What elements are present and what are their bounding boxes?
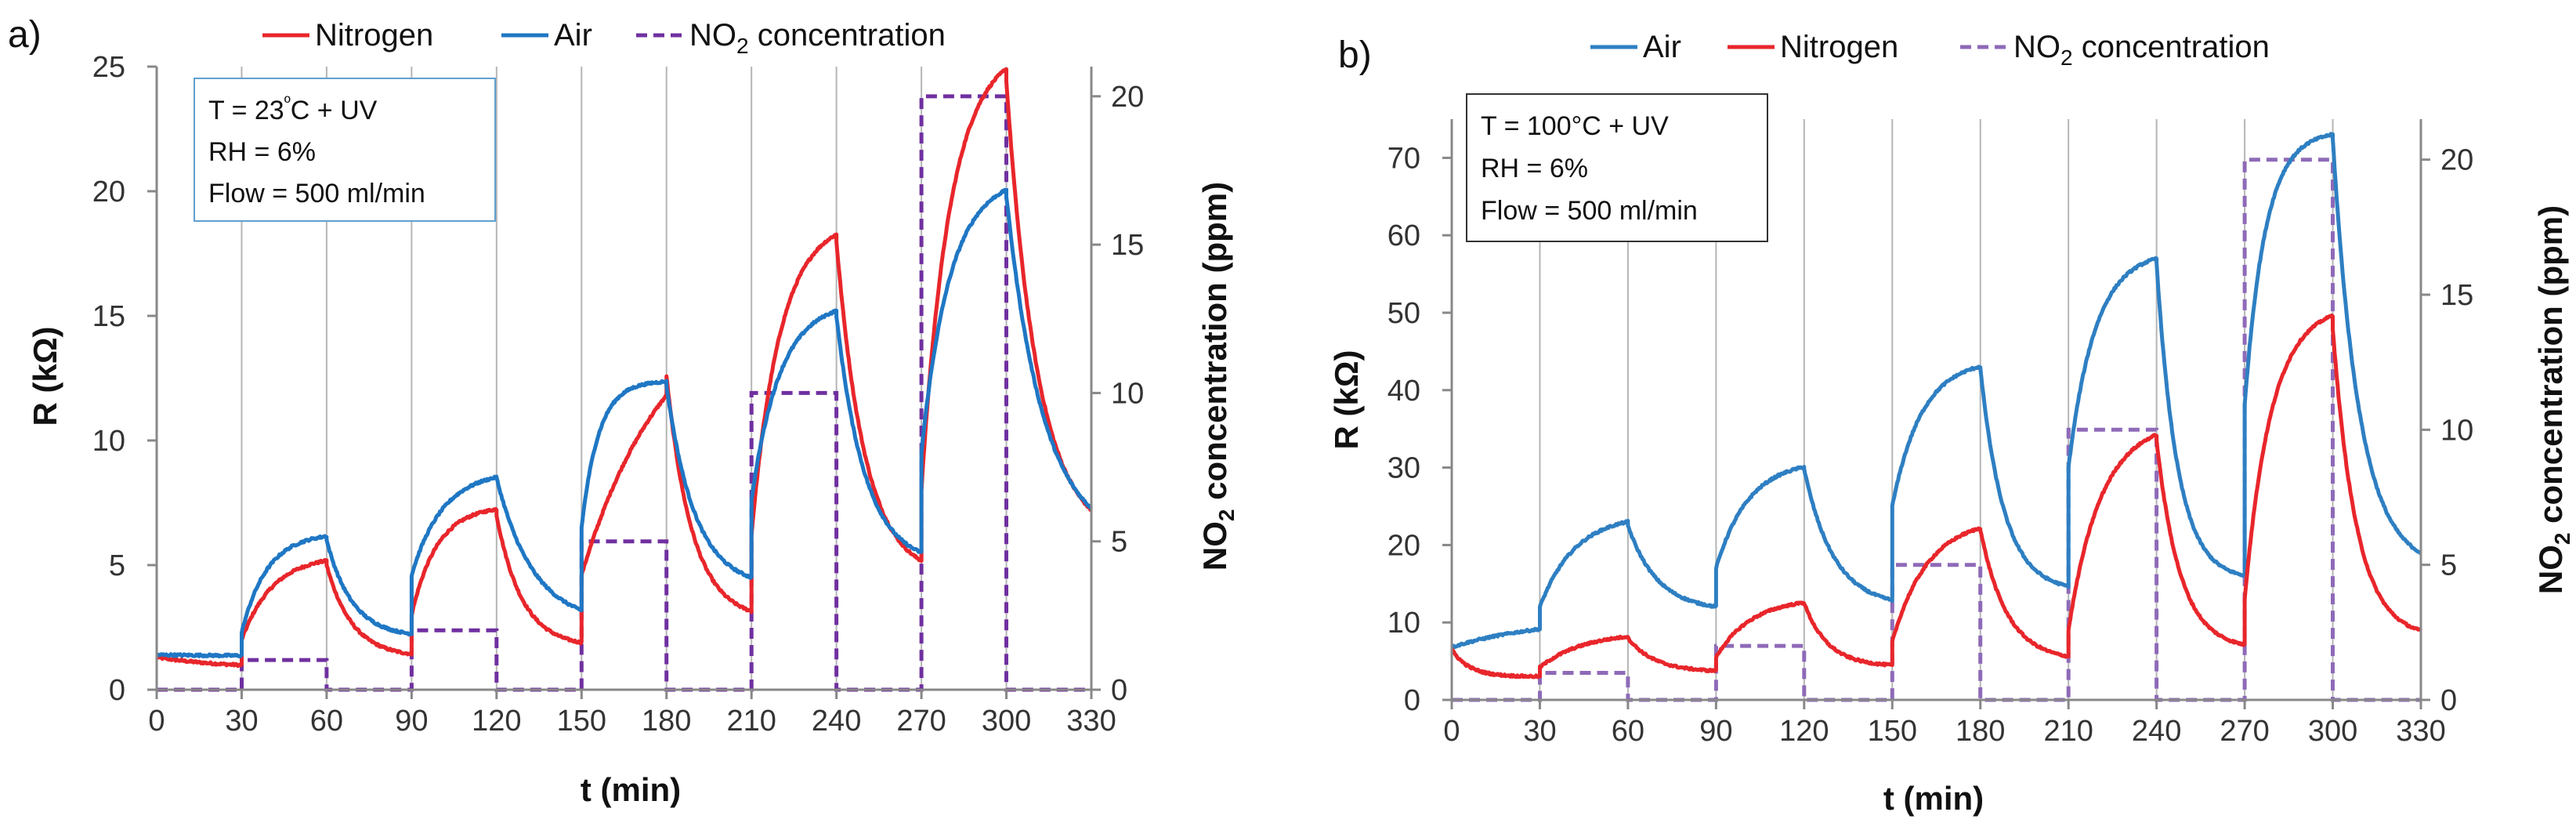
series-line-no2	[157, 94, 1091, 692]
y-tick-label: 20	[92, 176, 125, 208]
y2-tick-label: 15	[2440, 279, 2473, 312]
y2-tick-label: 10	[1111, 377, 1144, 410]
y2-tick-label: 15	[1111, 229, 1144, 262]
annotation-temp-b: T = 100°C + UV	[1481, 111, 1669, 141]
x-axis-title-b: t (min)	[1883, 780, 1984, 817]
axes-a	[155, 67, 1093, 691]
x-tick-label: 0	[1443, 715, 1460, 748]
y-tick-label: 60	[1387, 219, 1420, 252]
axes-b	[1450, 119, 2422, 701]
x-tick-label: 270	[896, 705, 946, 738]
x-tick-label: 60	[310, 705, 343, 738]
annotation-flow-b: Flow = 500 ml/min	[1481, 196, 1698, 226]
x-axis-title-a: t (min)	[581, 771, 681, 808]
y-ticks-a: 0 5 10 15 20 25	[92, 51, 157, 707]
x-tick-label: 240	[2132, 715, 2181, 748]
x-tick-label: 300	[2308, 715, 2357, 748]
series-b	[1450, 132, 2422, 680]
legend-label-nitrogen-a: Nitrogen	[315, 18, 433, 53]
x-tick-label: 330	[2396, 715, 2445, 748]
y2-ticks-b: 0 5 10 15 20	[2421, 144, 2473, 717]
x-ticks-b: 0 30 60 90 120 150 180 210 240 270 300 330	[1443, 700, 2446, 748]
annotation-flow-a: Flow = 500 ml/min	[208, 179, 425, 208]
x-tick-label: 30	[225, 705, 258, 738]
no2-steps-a	[157, 94, 1091, 692]
series-line-nitrogen	[155, 67, 1093, 669]
annotation-rh-b: RH = 6%	[1481, 154, 1588, 183]
y-tick-label: 5	[109, 549, 125, 582]
x-tick-label: 90	[395, 705, 428, 738]
x-tick-label: 270	[2220, 715, 2269, 748]
annotation-temp-a: T = 23ºC + UV	[208, 92, 378, 125]
series-line-air	[155, 187, 1094, 658]
y-tick-label: 50	[1387, 297, 1420, 330]
legend-label-air-a: Air	[554, 18, 592, 53]
y-tick-label: 30	[1387, 452, 1420, 485]
legend-label-no2-a: NO2 concentration	[689, 18, 946, 58]
x-tick-label: 120	[1779, 715, 1829, 748]
x-tick-label: 150	[1868, 715, 1917, 748]
y-tick-label: 0	[1404, 684, 1420, 717]
x-tick-label: 30	[1523, 715, 1556, 748]
annotation-rh-a: RH = 6%	[208, 137, 316, 167]
legend-a: Nitrogen Air NO2 concentration	[262, 18, 946, 58]
y2-tick-label: 0	[2440, 684, 2457, 717]
panel-a: a) 0 30 60 90 120 150 180 210 240 270 300 330 05101…	[8, 14, 1239, 808]
x-tick-label: 0	[148, 705, 165, 738]
legend-label-no2-b: NO2 concentration	[2013, 30, 2270, 70]
y-tick-label: 70	[1387, 142, 1420, 175]
x-tick-label: 60	[1612, 715, 1644, 748]
y2-tick-label: 0	[1111, 674, 1127, 707]
x-tick-label: 90	[1699, 715, 1732, 748]
y-axis-title-a: R (kΩ)	[27, 326, 63, 426]
y2-ticks-a: 0 5 10 15 20	[1091, 81, 1144, 707]
y-tick-label: 15	[92, 300, 125, 333]
y2-tick-label: 5	[2440, 549, 2457, 582]
x-tick-label: 300	[982, 705, 1031, 738]
series-line-nitrogen	[1450, 313, 2422, 680]
panel-b: b) 0 30 60 90 120 150 180 210 240 270 300 330 01020…	[1328, 30, 2574, 817]
y-tick-label: 20	[1387, 529, 1420, 562]
y-tick-label: 10	[92, 425, 125, 458]
annotation-box-a: T = 23ºC + UV RH = 6% Flow = 500 ml/min	[194, 78, 496, 222]
panel-label-b: b)	[1338, 34, 1372, 76]
y2-axis-title-b: NO2 concentration (ppm)	[2532, 205, 2574, 594]
x-tick-label: 180	[1956, 715, 2005, 748]
legend-b: Air Nitrogen NO2 concentration	[1590, 30, 2270, 70]
x-tick-label: 180	[642, 705, 691, 738]
legend-label-nitrogen-b: Nitrogen	[1780, 30, 1898, 64]
y-tick-label: 25	[92, 51, 125, 84]
x-ticks-a: 0 30 60 90 120 150 180 210 240 270 300 330	[148, 690, 1116, 738]
y2-axis-title-a: NO2 concentration (ppm)	[1196, 182, 1239, 571]
legend-label-air-b: Air	[1643, 30, 1681, 64]
y-axis-title-b: R (kΩ)	[1328, 350, 1365, 449]
series-a	[155, 67, 1094, 669]
annotation-box-b: T = 100°C + UV RH = 6% Flow = 500 ml/min	[1466, 93, 1768, 242]
y-ticks-b: 0 10 20 30 40 50 60 70	[1387, 142, 1452, 717]
x-tick-label: 210	[726, 705, 776, 738]
x-tick-label: 120	[472, 705, 521, 738]
x-tick-label: 240	[812, 705, 861, 738]
y2-tick-label: 10	[2440, 414, 2473, 447]
panel-label-a: a)	[8, 14, 42, 56]
y-tick-label: 10	[1387, 607, 1420, 640]
y2-tick-label: 5	[1111, 526, 1127, 559]
series-line-air	[1450, 132, 2422, 650]
x-tick-label: 150	[557, 705, 606, 738]
y2-tick-label: 20	[1111, 81, 1144, 114]
x-tick-label: 330	[1066, 705, 1116, 738]
x-tick-label: 210	[2043, 715, 2093, 748]
y2-tick-label: 20	[2440, 144, 2473, 177]
y-tick-label: 0	[109, 674, 125, 707]
y-tick-label: 40	[1387, 375, 1420, 408]
